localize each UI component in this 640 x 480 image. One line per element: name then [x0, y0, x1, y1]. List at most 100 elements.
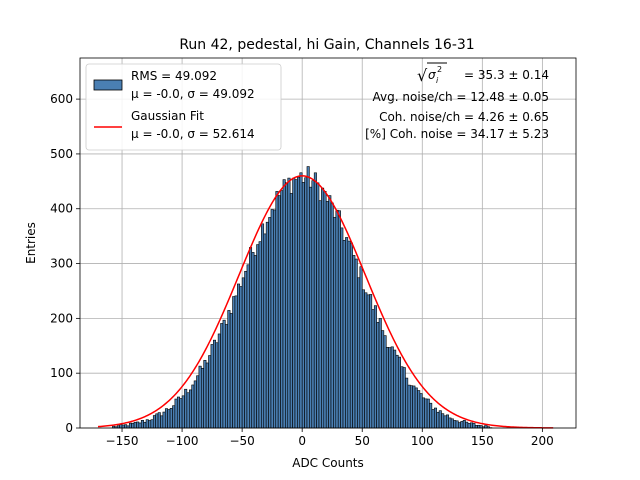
histogram-bar	[460, 421, 464, 429]
noise-annotations: √ σ 2 i = 35.3 ± 0.14 Avg. noise/ch = 12…	[365, 62, 549, 141]
histogram-bar	[330, 202, 334, 429]
x-tick-label: 0	[298, 434, 306, 448]
histogram-bar	[200, 367, 204, 429]
histogram-bar	[265, 221, 269, 429]
histogram-bar	[395, 354, 399, 429]
histogram-bar	[160, 415, 164, 429]
histogram-bar	[155, 413, 159, 429]
histogram-bar	[193, 380, 197, 429]
histogram-bar	[438, 410, 442, 429]
histogram-bar	[306, 166, 310, 429]
histogram-bar	[174, 398, 178, 429]
histogram-bar	[349, 242, 353, 429]
sigma-symbol: σ	[428, 68, 436, 82]
histogram-bar	[186, 392, 190, 429]
histogram-bar	[316, 182, 320, 429]
histogram-bar	[345, 237, 349, 429]
histogram-bar	[241, 277, 245, 429]
histogram-bar	[203, 360, 207, 429]
coh-noise-percent-line: [%] Coh. noise = 34.17 ± 5.23	[365, 127, 549, 141]
histogram-bar	[301, 182, 305, 429]
histogram-bars	[112, 166, 493, 429]
histogram-bar	[445, 414, 449, 429]
histogram-bar	[157, 412, 161, 429]
histogram-bar	[220, 323, 224, 429]
histogram-bar	[328, 195, 332, 429]
histogram-bar	[388, 347, 392, 429]
histogram-bar	[364, 292, 368, 429]
histogram-bar	[407, 384, 411, 429]
y-tick-label: 100	[50, 366, 73, 380]
histogram-bar	[148, 420, 152, 429]
histogram-bar	[393, 349, 397, 429]
histogram-bar	[249, 247, 253, 429]
histogram-bar	[333, 217, 337, 429]
histogram-bar	[433, 407, 437, 429]
histogram-bar	[311, 180, 315, 429]
y-tick-label: 0	[65, 421, 73, 435]
histogram-bar	[217, 333, 221, 429]
histogram-bar	[179, 398, 183, 429]
histogram-bar	[357, 277, 361, 429]
histogram-bar	[347, 240, 351, 429]
histogram-bar	[263, 233, 267, 429]
histogram-bar	[429, 402, 433, 429]
histogram-bar	[152, 415, 156, 429]
histogram-bar	[426, 398, 430, 429]
histogram-bar	[385, 347, 389, 429]
legend-box	[85, 63, 282, 151]
histogram-bar	[119, 424, 123, 429]
histogram-bar	[136, 421, 140, 429]
histogram-bar	[188, 389, 192, 429]
histogram-bar	[213, 339, 217, 429]
histogram-bar	[121, 424, 125, 429]
histogram-bar	[222, 319, 226, 429]
histogram-bar	[337, 210, 341, 429]
x-tick-label: −100	[166, 434, 199, 448]
histogram-bar	[277, 195, 281, 429]
histogram-bar	[287, 177, 291, 429]
histogram-bar	[208, 355, 212, 429]
histogram-bar	[458, 422, 462, 429]
histogram-bar	[297, 176, 301, 429]
histogram-bar	[484, 424, 488, 429]
histogram-bar	[335, 209, 339, 429]
legend-fit-label: Gaussian Fit	[131, 109, 204, 123]
legend-histogram-stats: μ = -0.0, σ = 49.092	[131, 87, 255, 101]
total-noise-value: = 35.3 ± 0.14	[464, 68, 549, 82]
y-axis-label: Entries	[24, 222, 38, 264]
histogram-bar	[275, 191, 279, 429]
histogram-bar	[239, 286, 243, 429]
histogram-bar	[443, 415, 447, 429]
histogram-bar	[412, 385, 416, 429]
histogram-bar	[402, 367, 406, 429]
histogram-bar	[455, 420, 459, 429]
histogram-bar	[143, 421, 147, 429]
histogram-bar	[261, 223, 265, 429]
avg-noise-line: Avg. noise/ch = 12.48 ± 0.05	[373, 90, 549, 104]
histogram-bar	[400, 366, 404, 429]
histogram-bar	[215, 342, 219, 429]
histogram-bar	[229, 313, 233, 429]
histogram-bar	[321, 187, 325, 429]
histogram-bar	[352, 255, 356, 429]
histogram-bar	[470, 422, 474, 429]
histogram-bar	[472, 423, 476, 429]
histogram-bar	[390, 346, 394, 429]
histogram-bar	[133, 421, 137, 429]
histogram-bar	[373, 305, 377, 429]
histogram-bar	[268, 217, 272, 429]
histogram-bar	[405, 377, 409, 429]
histogram-bar	[318, 200, 322, 429]
histogram-bar	[419, 393, 423, 429]
histogram-bar	[424, 398, 428, 429]
histogram-bar	[383, 335, 387, 429]
x-tick-label: −50	[229, 434, 254, 448]
histogram-bar	[369, 294, 373, 429]
histogram-bar	[258, 241, 262, 429]
coh-noise-line: Coh. noise/ch = 4.26 ± 0.65	[379, 110, 549, 124]
histogram-bar	[477, 424, 481, 429]
histogram-bar	[282, 179, 286, 429]
histogram-bar	[462, 420, 466, 429]
